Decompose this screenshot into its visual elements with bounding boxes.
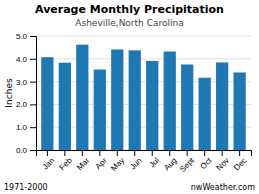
x-tick: Mar — [75, 150, 91, 172]
x-tick-mark — [47, 150, 48, 156]
x-tick-label: Dec — [232, 156, 248, 172]
bar — [41, 57, 53, 150]
grid — [36, 36, 251, 150]
bar — [181, 65, 193, 151]
x-tick-label: Jun — [128, 156, 143, 171]
bar — [164, 52, 176, 150]
x-tick-mark — [117, 150, 118, 156]
x-tick: Jun — [128, 150, 143, 171]
y-tick: 0.0 — [16, 146, 36, 155]
x-tick-label: Sept — [178, 155, 197, 174]
y-tick-label: 2.0 — [16, 100, 28, 109]
x-tick-mark — [187, 150, 188, 156]
x-tick-mark — [64, 150, 65, 156]
bar — [129, 50, 141, 150]
y-tick: 5.0 — [16, 32, 36, 41]
grid-line — [36, 58, 251, 59]
x-tick: Nov — [215, 150, 231, 172]
bar — [76, 45, 88, 150]
bar — [216, 62, 228, 150]
x-tick-mark — [134, 150, 135, 156]
plot: JanFebMarAprMayJun JulAugSeptOctNovDec 0.0… — [16, 32, 252, 174]
bar — [234, 72, 246, 150]
bar — [146, 61, 158, 150]
x-tick-label: Aug — [162, 156, 178, 172]
x-tick-mark — [82, 150, 83, 156]
bars — [41, 45, 246, 150]
y-tick-mark — [30, 127, 36, 128]
x-tick: Aug — [162, 150, 178, 172]
y-tick-mark — [30, 59, 36, 60]
footer-note: 1971-2000 — [4, 183, 48, 192]
x-tick-label: May — [109, 156, 126, 173]
y-axis-line — [30, 37, 37, 151]
x-tick: May — [109, 150, 126, 173]
bar — [94, 70, 106, 150]
x-tick-label: Mar — [75, 156, 91, 172]
x-tick: Feb — [58, 150, 75, 172]
x-tick-label: Oct — [198, 155, 214, 171]
x-axis: JanFebMarAprMayJun JulAugSeptOctNovDec — [37, 150, 252, 174]
grid-line — [36, 36, 251, 37]
x-tick: Apr — [94, 150, 109, 171]
y-tick: 2.0 — [16, 100, 36, 109]
y-tick-mark — [30, 36, 36, 37]
y-axis-title: Inches — [4, 78, 14, 108]
x-tick: Sept — [178, 150, 197, 174]
bar — [199, 78, 211, 150]
x-axis-line — [37, 151, 252, 157]
x-tick-label: Jan — [41, 156, 56, 171]
x-tick: Oct — [198, 150, 214, 171]
y-tick-mark — [30, 104, 36, 105]
x-tick-label: Feb — [58, 156, 75, 173]
x-tick-label: Jul — [148, 156, 162, 170]
y-tick: 4.0 — [16, 55, 36, 64]
x-tick-mark — [204, 150, 205, 156]
y-tick: 3.0 — [16, 78, 36, 87]
x-tick-mark — [152, 150, 153, 156]
chart: Average Monthly Precipitation Asheville,N… — [0, 0, 259, 194]
bar — [111, 49, 123, 150]
y-tick-label: 0.0 — [16, 146, 28, 155]
footer-note: nwWeather.com — [191, 183, 255, 192]
x-tick-mark — [222, 150, 223, 156]
x-tick-label: Nov — [215, 156, 231, 172]
y-tick-mark — [30, 82, 36, 83]
y-tick-label: 4.0 — [16, 55, 28, 64]
x-tick: Jan — [41, 150, 56, 171]
y-tick-label: 5.0 — [16, 32, 28, 41]
y-tick-label: 1.0 — [16, 123, 28, 132]
y-axis: 0.0 1.0 2.0 3.0 4.0 5.0 — [16, 32, 37, 155]
x-tick-mark — [99, 150, 100, 156]
x-tick-label: Apr — [94, 156, 109, 171]
y-tick-mark — [30, 150, 36, 151]
title: Average Monthly Precipitation — [35, 3, 224, 16]
x-tick-mark — [169, 150, 170, 156]
subtitle: Asheville,North Carolina — [75, 18, 183, 28]
x-tick: Jul — [148, 150, 162, 170]
bar — [59, 63, 71, 150]
y-tick-label: 3.0 — [16, 78, 28, 87]
x-tick: Dec — [232, 150, 248, 172]
y-tick: 1.0 — [16, 123, 36, 132]
x-tick-mark — [239, 150, 240, 156]
